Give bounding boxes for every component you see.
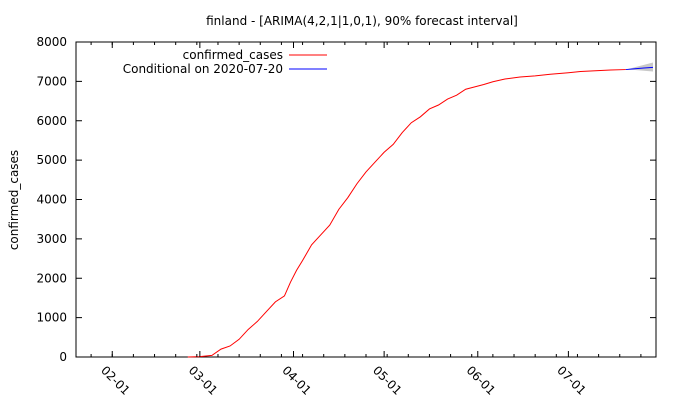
y-tick-label: 7000 — [36, 74, 67, 88]
x-tick-label: 04-01 — [279, 363, 314, 398]
y-tick-label: 2000 — [36, 271, 67, 285]
legend-label: confirmed_cases — [183, 48, 283, 62]
y-tick-label: 5000 — [36, 153, 67, 167]
y-tick-label: 6000 — [36, 114, 67, 128]
x-tick-label: 06-01 — [464, 363, 499, 398]
y-tick-label: 0 — [59, 350, 67, 364]
legend-label: Conditional on 2020-07-20 — [123, 62, 283, 76]
y-tick-label: 3000 — [36, 232, 67, 246]
plot-frame — [75, 41, 657, 358]
y-axis-label: confirmed_cases — [7, 150, 21, 250]
series-line-forecast — [625, 66, 654, 71]
forecast-interval-band — [625, 62, 653, 72]
x-tick-label: 07-01 — [554, 363, 589, 398]
y-tick-label: 4000 — [36, 193, 67, 207]
x-tick-label: 02-01 — [98, 363, 133, 398]
x-tick-label: 05-01 — [370, 363, 405, 398]
x-tick-label: 03-01 — [186, 363, 221, 398]
series-line-confirmed-cases — [187, 69, 626, 358]
y-tick-label: 1000 — [36, 311, 67, 325]
y-tick-label: 8000 — [36, 35, 67, 49]
chart-title: finland - [ARIMA(4,2,1|1,0,1), 90% forec… — [206, 14, 518, 28]
